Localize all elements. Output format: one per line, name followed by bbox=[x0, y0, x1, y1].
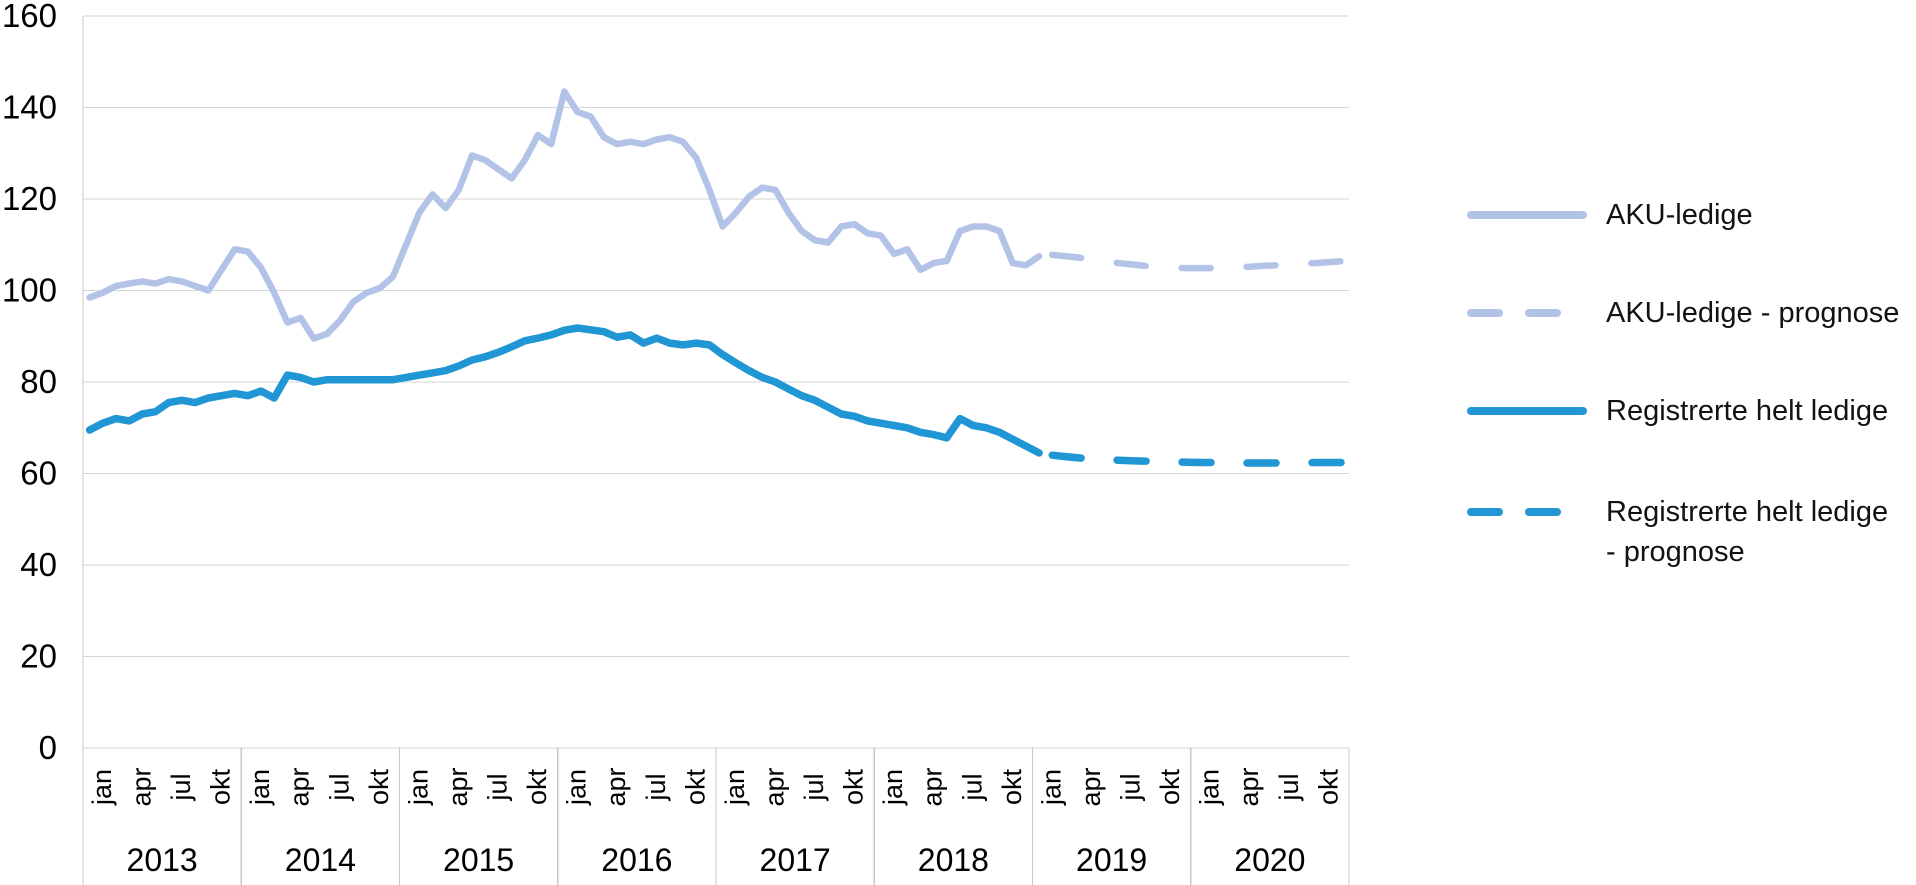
month-tick-label: jul bbox=[324, 773, 354, 801]
series-line-aku-ledige-prognose bbox=[1049, 251, 1346, 272]
month-tick-label: okt bbox=[1155, 768, 1185, 805]
y-tick-label: 40 bbox=[20, 546, 57, 583]
legend-label-text: Registrerte helt ledige bbox=[1606, 496, 1889, 528]
legend-label-aku: AKU-ledige bbox=[1606, 195, 1916, 235]
y-tick-label: 120 bbox=[2, 180, 57, 217]
month-tick-label: okt bbox=[522, 768, 552, 805]
legend-item-registrerte: Registrerte helt ledige bbox=[1467, 391, 1916, 431]
legend-label-registrerte-prognose: Registrerte helt ledige - prognose bbox=[1606, 492, 1916, 572]
month-tick-label: jan bbox=[245, 769, 275, 806]
month-tick-label: okt bbox=[1313, 768, 1343, 805]
legend-label-registrerte: Registrerte helt ledige bbox=[1606, 391, 1916, 431]
series-line-registrerte-helt-ledige bbox=[85, 324, 1043, 457]
y-tick-label: 140 bbox=[2, 89, 57, 126]
legend-item-aku: AKU-ledige bbox=[1467, 195, 1916, 235]
year-label: 2018 bbox=[918, 842, 989, 878]
month-tick-label: jan bbox=[720, 769, 750, 806]
legend-label-text: AKU-ledige bbox=[1606, 199, 1753, 231]
year-label: 2015 bbox=[443, 842, 514, 878]
month-tick-label: jan bbox=[87, 769, 117, 806]
year-label: 2013 bbox=[127, 842, 198, 878]
x-axis-month-labels: jan apr jul okt jan apr jul okt jan apr jul okt jan a… bbox=[87, 767, 1343, 806]
year-label: 2020 bbox=[1234, 842, 1305, 878]
legend-item-registrerte-prognose: Registrerte helt ledige - prognose bbox=[1467, 492, 1916, 572]
month-tick-label: jul bbox=[483, 773, 513, 801]
y-axis-labels: 0 20 40 60 80 100 120 140 160 bbox=[2, 0, 57, 766]
year-label: 2019 bbox=[1076, 842, 1147, 878]
y-tick-label: 80 bbox=[20, 363, 57, 400]
month-tick-label: apr bbox=[759, 767, 789, 806]
gridlines bbox=[82, 15, 1350, 885]
y-tick-label: 160 bbox=[2, 0, 57, 34]
month-tick-label: jul bbox=[799, 773, 829, 801]
month-tick-label: jan bbox=[878, 769, 908, 806]
month-tick-label: jan bbox=[403, 769, 433, 806]
y-tick-label: 60 bbox=[20, 455, 57, 492]
legend-swatch-aku-dashed bbox=[1467, 309, 1587, 317]
series-line-registrerte-helt-ledige-prognose bbox=[1048, 451, 1347, 467]
month-tick-label: jan bbox=[1195, 769, 1225, 806]
legend-swatch-aku-solid bbox=[1467, 211, 1587, 219]
month-tick-label: jul bbox=[957, 773, 987, 801]
month-tick-label: jul bbox=[166, 773, 196, 801]
month-tick-label: jan bbox=[1036, 769, 1066, 806]
year-label: 2016 bbox=[601, 842, 672, 878]
legend: AKU-ledige AKU-ledige - prognose Registr… bbox=[1467, 0, 1916, 885]
series-lines bbox=[85, 88, 1347, 467]
month-tick-label: apr bbox=[601, 767, 631, 806]
month-tick-label: okt bbox=[839, 768, 869, 805]
month-tick-label: okt bbox=[206, 768, 236, 805]
month-tick-label: apr bbox=[443, 767, 473, 806]
month-tick-label: jan bbox=[562, 769, 592, 806]
x-axis-year-labels: 2013 2014 2015 2016 2017 2018 2019 2020 bbox=[127, 842, 1306, 878]
y-tick-label: 20 bbox=[20, 638, 57, 675]
month-tick-label: apr bbox=[1234, 767, 1264, 806]
month-tick-label: apr bbox=[126, 767, 156, 806]
legend-label-aku-prognose: AKU-ledige - prognose bbox=[1606, 293, 1916, 333]
month-tick-label: okt bbox=[680, 768, 710, 805]
legend-swatch-registrerte-dashed bbox=[1467, 508, 1587, 516]
y-tick-label: 100 bbox=[2, 272, 57, 309]
month-tick-label: apr bbox=[285, 767, 315, 806]
series-line-aku-ledige bbox=[86, 88, 1043, 342]
y-tick-label: 0 bbox=[39, 729, 57, 766]
legend-item-aku-prognose: AKU-ledige - prognose bbox=[1467, 293, 1916, 333]
month-tick-label: okt bbox=[364, 768, 394, 805]
year-label: 2017 bbox=[760, 842, 831, 878]
month-tick-label: jul bbox=[641, 773, 671, 801]
legend-label-text-line2: - prognose bbox=[1606, 536, 1745, 568]
month-tick-label: okt bbox=[997, 768, 1027, 805]
year-label: 2014 bbox=[285, 842, 356, 878]
month-tick-label: apr bbox=[1076, 767, 1106, 806]
legend-label-text: AKU-ledige - prognose bbox=[1606, 297, 1900, 329]
legend-swatch-registrerte-solid bbox=[1467, 407, 1587, 415]
legend-label-text: Registrerte helt ledige bbox=[1606, 395, 1889, 427]
month-tick-label: jul bbox=[1116, 773, 1146, 801]
month-tick-label: jul bbox=[1274, 773, 1304, 801]
month-tick-label: apr bbox=[918, 767, 948, 806]
